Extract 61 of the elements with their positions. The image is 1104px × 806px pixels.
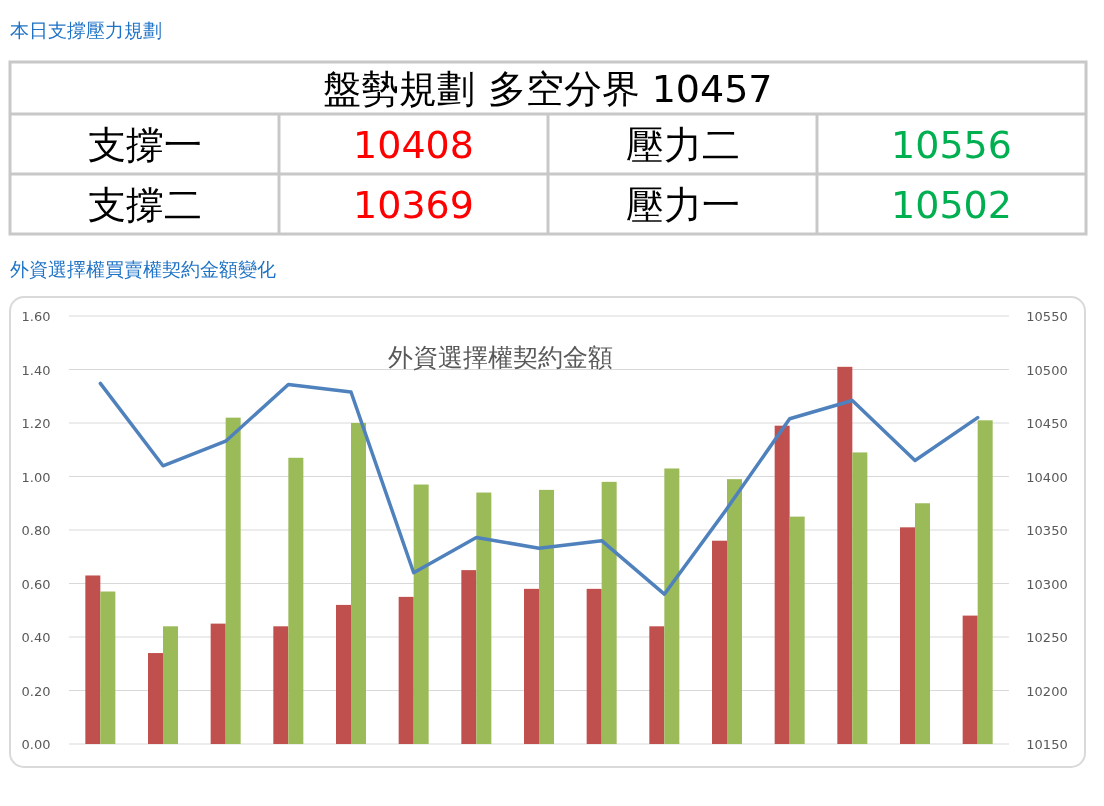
text: 10408 [353,123,474,167]
y-tick-label: 0.20 [21,683,51,699]
y-tick-label: 1.60 [21,309,51,324]
y2-tick-label: 10150 [1026,737,1068,752]
bar [351,423,366,744]
bar [774,425,790,744]
bar [398,596,414,744]
text: 本日支撐壓力規劃 [10,19,162,41]
y2-tick-label: 10250 [1026,630,1068,645]
y-tick-label: 1.00 [21,469,51,485]
bar [837,366,853,744]
y2-tick-label: 10500 [1026,362,1068,378]
bar [273,626,289,744]
bar [962,615,978,744]
bar [163,626,178,744]
y-tick-label: 0.40 [21,630,51,645]
text: 10369 [353,183,474,227]
y-tick-label: 0.00 [21,737,51,752]
text: 10502 [891,183,1012,227]
bar [727,479,742,744]
chart-title: 外資選擇權買賣權契約金額變化 [10,258,276,280]
bar [664,468,680,744]
y2-tick-label: 10550 [1026,309,1068,324]
bar [148,653,163,744]
bar [524,588,539,744]
bar [225,417,241,744]
bar [85,575,101,744]
bar [900,527,915,744]
y-tick-label: 0.80 [21,523,51,538]
text: 支撐一 [87,123,202,167]
bar [476,492,492,744]
text: 10556 [891,123,1012,167]
y-tick-label: 0.60 [21,576,51,592]
text: 盤勢規劃 多空分界 10457 [323,67,773,111]
bar [852,452,868,744]
bar [915,503,930,744]
text: 壓力一 [625,183,740,227]
y2-tick-label: 10350 [1026,523,1068,538]
bar [977,420,993,744]
bar [288,457,304,744]
text: 外資選擇權契約金額 [387,343,613,372]
y2-tick-label: 10300 [1026,576,1068,592]
y-tick-label: 1.40 [21,362,51,378]
bar [649,626,665,744]
y-tick-label: 1.20 [21,416,51,431]
y2-tick-label: 10450 [1026,416,1068,431]
bar [789,516,805,744]
bar [601,481,617,744]
bar [712,540,727,744]
line-series [98,381,980,596]
bar [461,570,477,744]
text: 支撐二 [87,183,202,227]
y2-tick-label: 10200 [1026,683,1068,699]
bar [100,591,116,744]
bar [210,623,226,744]
bar [413,484,429,744]
bar [586,588,602,744]
text: 壓力二 [625,123,740,167]
bar [539,489,554,744]
bar [336,604,351,744]
y2-tick-label: 10400 [1026,469,1068,485]
